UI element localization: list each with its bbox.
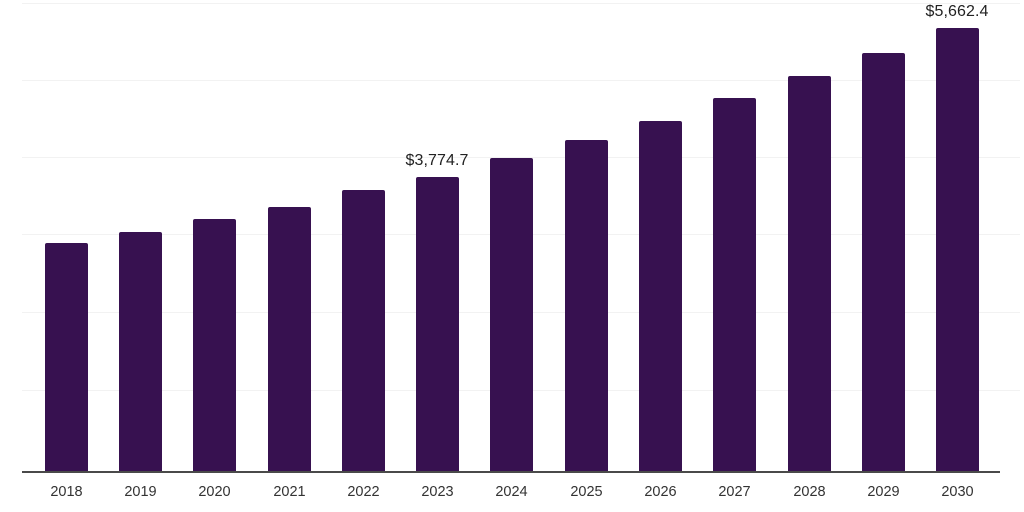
bar-2023[interactable] [416, 177, 459, 471]
x-tick-label-2019: 2019 [124, 484, 157, 500]
x-tick-label-2030: 2030 [941, 484, 974, 500]
x-tick-label-2024: 2024 [495, 484, 528, 500]
x-tick-label-2027: 2027 [718, 484, 751, 500]
gridline [22, 3, 1020, 4]
bar-2029[interactable] [862, 53, 905, 471]
gridline [22, 157, 1020, 158]
x-tick-label-2021: 2021 [273, 484, 306, 500]
bar-2019[interactable] [119, 232, 162, 471]
x-tick-label-2028: 2028 [793, 484, 826, 500]
x-tick-label-2023: 2023 [421, 484, 454, 500]
gridline [22, 80, 1020, 81]
category-axis: 2018 2019 2020 2021 2022 2023 2024 2025 2026 2027… [0, 472, 1024, 512]
value-label-2030: $5,662.4 [925, 3, 989, 20]
bar-2018[interactable] [45, 243, 88, 471]
x-tick-label-2018: 2018 [50, 484, 83, 500]
bar-2027[interactable] [713, 98, 756, 471]
bar-2030[interactable] [936, 28, 979, 471]
x-tick-label-2020: 2020 [198, 484, 231, 500]
plot-area: $3,774.7 $5,662.4 [22, 3, 1020, 473]
bar-2025[interactable] [565, 140, 608, 471]
x-tick-label-2026: 2026 [644, 484, 677, 500]
x-tick-label-2025: 2025 [570, 484, 603, 500]
bar-2021[interactable] [268, 207, 311, 471]
bar-2028[interactable] [788, 76, 831, 471]
x-tick-label-2022: 2022 [347, 484, 380, 500]
bar-2020[interactable] [193, 219, 236, 471]
bar-2024[interactable] [490, 158, 533, 471]
value-label-2023: $3,774.7 [405, 152, 469, 169]
x-tick-label-2029: 2029 [867, 484, 900, 500]
bar-2026[interactable] [639, 121, 682, 471]
bar-2022[interactable] [342, 190, 385, 471]
x-axis-line [22, 471, 1000, 473]
